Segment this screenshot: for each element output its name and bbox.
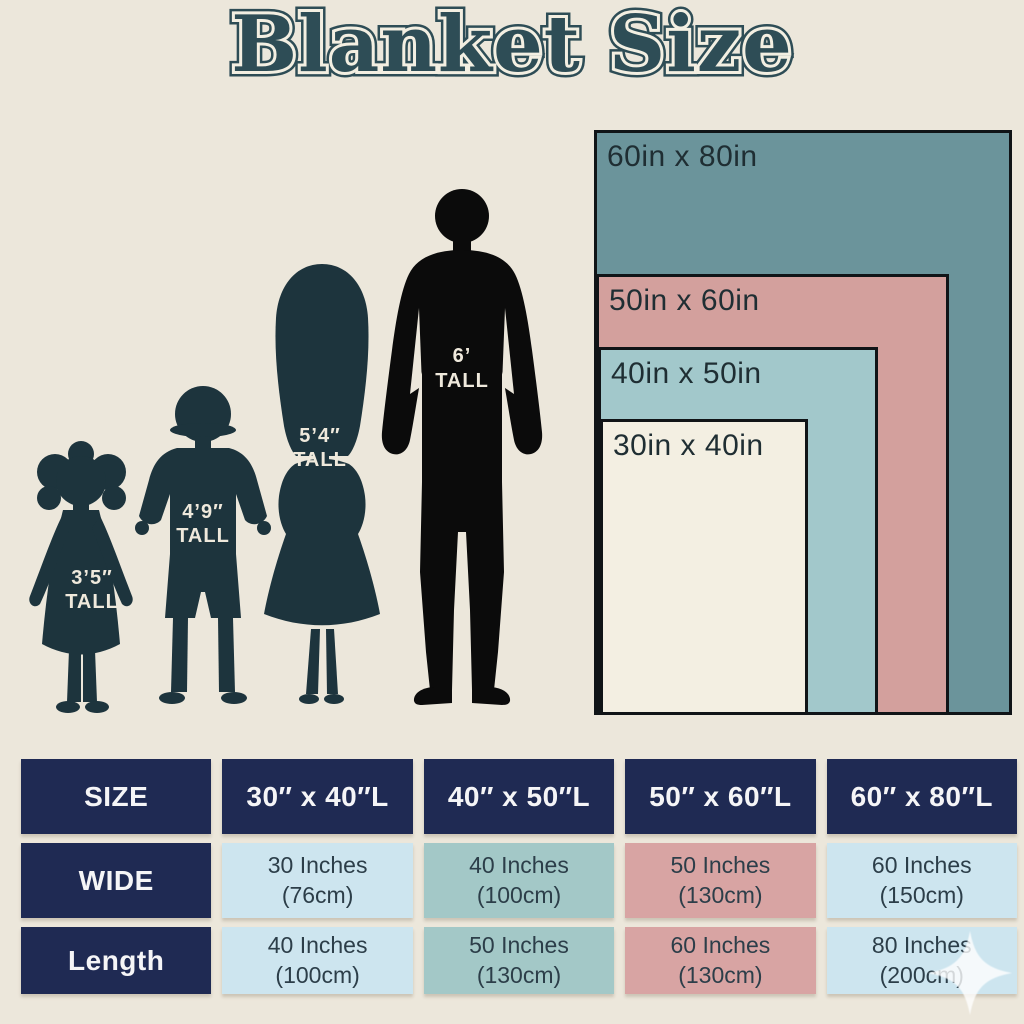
cell-value-line2: (100cm): [275, 961, 360, 988]
table-cell-wide-40x50: 40 Inches (100cm): [423, 843, 615, 918]
cell-value-line2: (76cm): [281, 881, 354, 908]
cell-value-line1: 40 Inches: [469, 851, 569, 878]
table-header-50x60-text: 50″ x 60″L: [649, 780, 792, 812]
blanket-rect-30x40: 30in x 40in: [600, 419, 808, 715]
cell-value-line1: 40 Inches: [267, 931, 368, 958]
man-left-elbow-gap: [410, 308, 422, 394]
man-tall-label: TALL: [435, 370, 489, 392]
table-cell-length-50x60: 60 Inches (130cm): [625, 927, 816, 994]
cell-value-line1: 60 Inches: [670, 931, 771, 958]
cell-value-line1: 30 Inches: [267, 851, 368, 878]
cell-value-line2: (100cm): [476, 881, 562, 908]
table-header-30x40-text: 30″ x 40″L: [246, 780, 389, 812]
girl-height-label: 3’5″: [71, 567, 112, 589]
cell-value-line2: (130cm): [678, 881, 763, 908]
cell-value-line2: (150cm): [879, 881, 964, 908]
size-table: SIZE 30″ x 40″L 40″ x 50″L 50″ x 60″L 60…: [21, 759, 1017, 994]
cell-value-line2: (130cm): [476, 961, 562, 988]
woman-silhouette: [264, 264, 380, 704]
table-header-30x40: 30″ x 40″L: [222, 759, 413, 834]
table-header-40x50-text: 40″ x 50″L: [447, 780, 591, 812]
sparkle-icon: [928, 931, 1012, 1015]
cell-value-line2: (130cm): [678, 961, 763, 988]
page-title: Blanket Size Blanket Size Blanket Size: [0, 0, 1024, 110]
girl-tall-label: TALL: [65, 591, 119, 613]
table-cell-length-40x50: 50 Inches (130cm): [423, 927, 615, 994]
boy-silhouette: [135, 386, 271, 704]
table-row-label-length-text: Length: [68, 944, 165, 976]
table-header-50x60: 50″ x 60″L: [625, 759, 816, 834]
table-header-size-text: SIZE: [84, 780, 149, 812]
table-cell-wide-30x40: 30 Inches (76cm): [222, 843, 413, 918]
page-title-text: Blanket Size: [231, 0, 793, 90]
table-header-60x80: 60″ x 80″L: [826, 759, 1017, 834]
girl-silhouette: [29, 441, 133, 713]
woman-height-label: 5’4″: [299, 425, 340, 447]
blanket-rect-50x60-label: 50in x 60in: [609, 284, 760, 317]
cell-value-line1: 50 Inches: [469, 931, 569, 958]
cell-value-line1: 80 Inches: [871, 931, 972, 958]
table-cell-wide-50x60: 50 Inches (130cm): [625, 843, 816, 918]
man-silhouette: [381, 189, 543, 705]
table-cell-wide-60x80: 60 Inches (150cm): [826, 843, 1017, 918]
blanket-rect-60x80-label: 60in x 80in: [607, 140, 758, 173]
table-row-label-wide: WIDE: [21, 843, 212, 918]
table-row-label-wide-text: WIDE: [78, 864, 154, 896]
table-row-label-length: Length: [21, 927, 212, 994]
sparkle-star-shape: [928, 931, 1012, 1015]
table-cell-length-30x40: 40 Inches (100cm): [222, 927, 413, 994]
man-height-label: 6’: [453, 345, 472, 367]
cell-value-line1: 60 Inches: [871, 851, 972, 878]
table-header-60x80-text: 60″ x 80″L: [850, 780, 993, 812]
page-title-outline: Blanket Size: [226, 0, 798, 91]
man-right-elbow-gap: [502, 308, 514, 394]
height-comparison-figures: 3’5″ TALL 4’9″ TALL: [29, 189, 543, 713]
cell-value-line1: 50 Inches: [670, 851, 771, 878]
boy-tall-label: TALL: [176, 525, 230, 547]
table-header-size: SIZE: [21, 759, 212, 834]
woman-tall-label: TALL: [293, 449, 347, 471]
blanket-rect-40x50-label: 40in x 50in: [611, 357, 762, 390]
boy-height-label: 4’9″: [182, 501, 223, 523]
blanket-rect-30x40-label: 30in x 40in: [613, 429, 764, 462]
page-title-outline-inner: Blanket Size: [228, 0, 795, 90]
table-header-40x50: 40″ x 50″L: [423, 759, 615, 834]
